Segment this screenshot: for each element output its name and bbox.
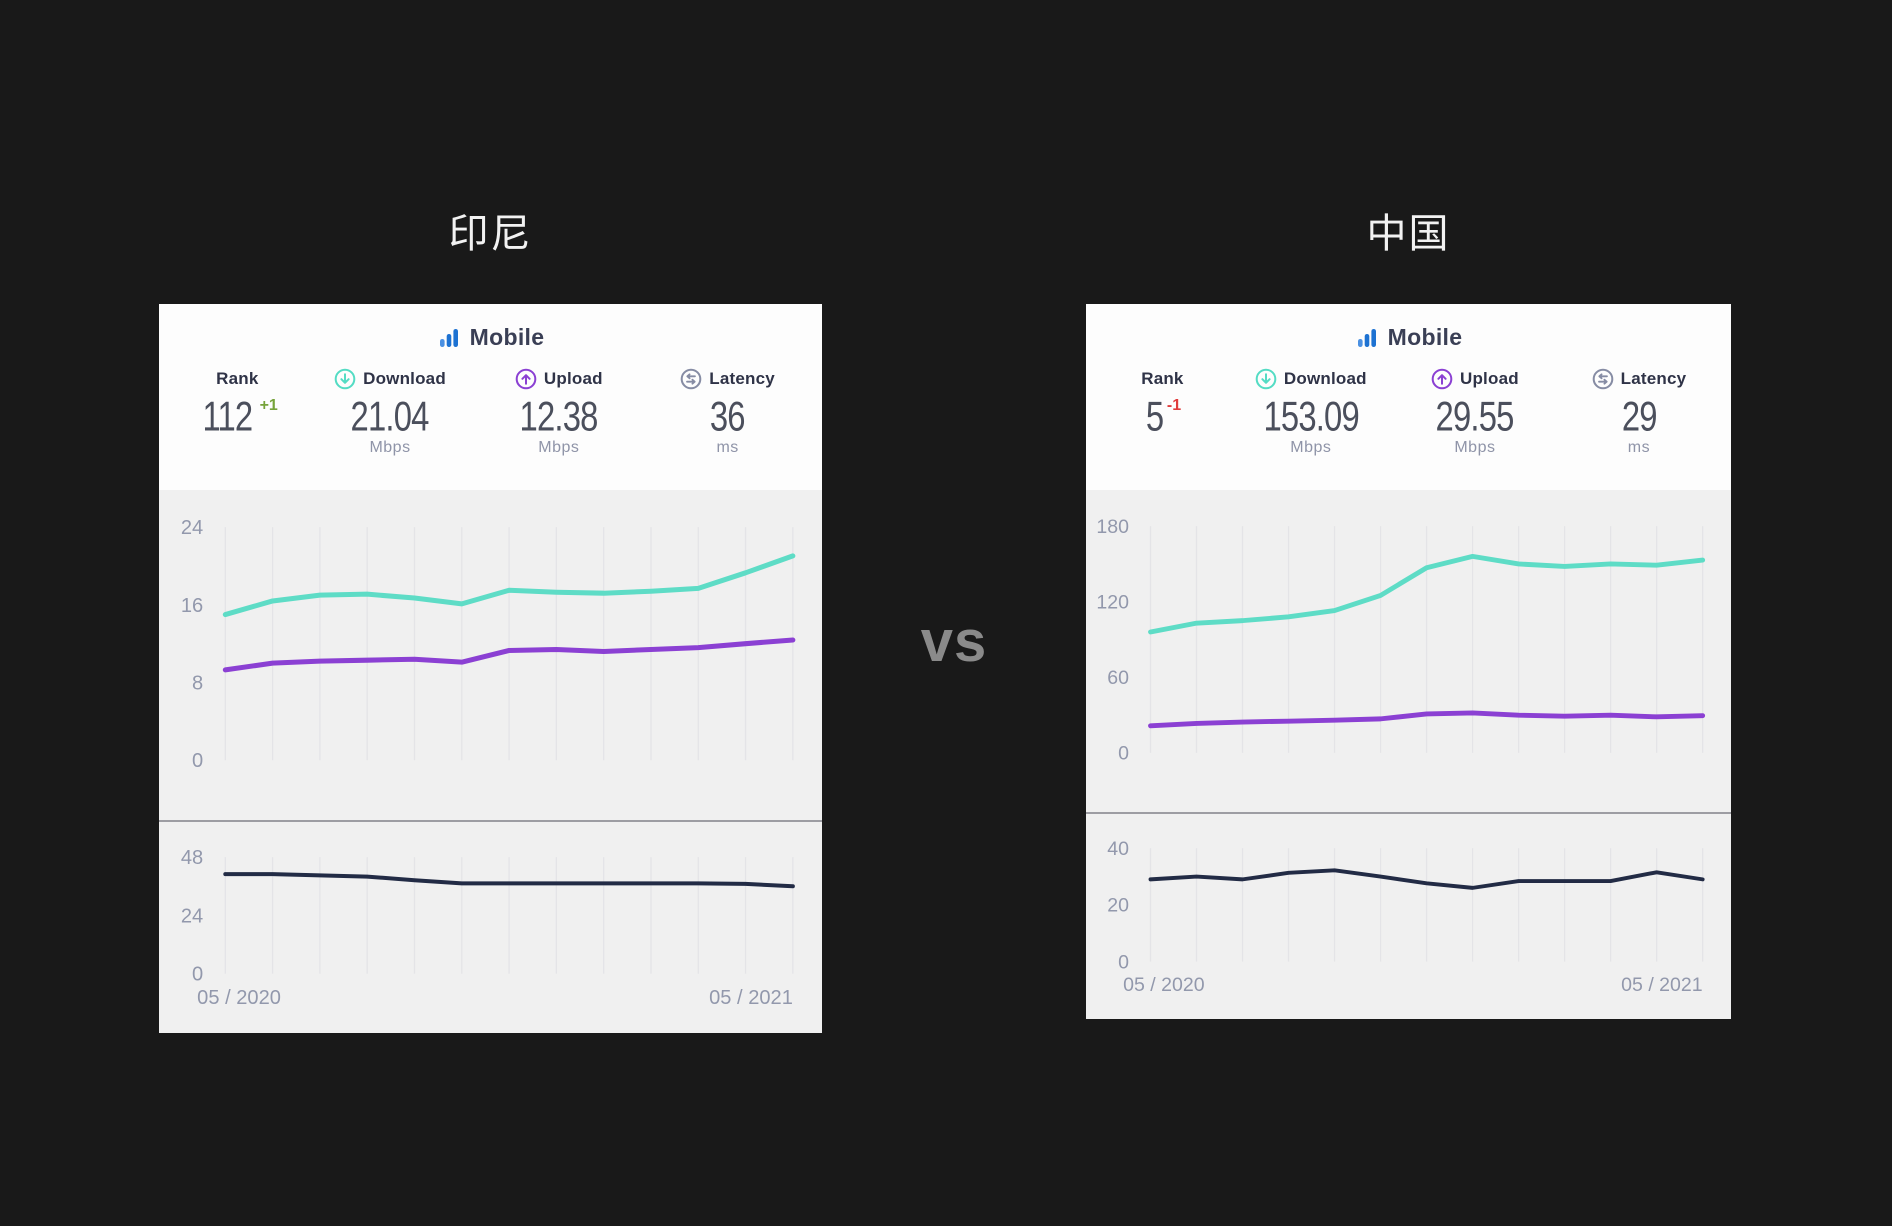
download-arrow-icon bbox=[334, 368, 356, 390]
download-unit: Mbps bbox=[369, 439, 411, 456]
upload-arrow-icon bbox=[1431, 368, 1453, 390]
country-title: 印尼 bbox=[448, 212, 533, 256]
rank-label: Rank bbox=[216, 369, 259, 388]
speed-history-chart: 0 8 16 24 bbox=[181, 517, 796, 772]
latency-unit: ms bbox=[1627, 439, 1651, 456]
card-header: Mobile bbox=[159, 304, 822, 351]
vs-label: vs bbox=[920, 609, 988, 674]
latency-swap-icon bbox=[1592, 368, 1613, 390]
latency-unit: ms bbox=[716, 439, 739, 456]
upload-label: Upload bbox=[1460, 369, 1519, 388]
svg-text:05 / 2020: 05 / 2020 bbox=[1123, 973, 1205, 995]
stat-upload: Upload 29.55 Mbps bbox=[1393, 367, 1557, 490]
upload-unit: Mbps bbox=[1454, 439, 1496, 456]
download-value: 21.04 bbox=[351, 394, 430, 440]
charts-section: 0 8 16 24 0 24 48 05 / 2020 05 / 2021 bbox=[159, 490, 822, 1034]
svg-text:24: 24 bbox=[181, 517, 203, 539]
stat-download: Download 21.04 Mbps bbox=[306, 367, 475, 490]
svg-text:0: 0 bbox=[192, 964, 203, 986]
svg-text:20: 20 bbox=[1107, 894, 1129, 916]
rank-label: Rank bbox=[1141, 369, 1184, 388]
latency-value: 29 bbox=[1621, 394, 1658, 440]
speedtest-card: Mobile Rank 112 +1 bbox=[159, 304, 822, 1034]
svg-text:60: 60 bbox=[1107, 667, 1129, 689]
mobile-label: Mobile bbox=[469, 324, 545, 350]
mobile-label: Mobile bbox=[1387, 324, 1463, 350]
svg-text:05 / 2020: 05 / 2020 bbox=[197, 987, 281, 1009]
upload-unit: Mbps bbox=[538, 439, 580, 456]
rank-value: 5 bbox=[1145, 394, 1164, 440]
charts-section: 0 60 120 180 0 20 40 05 / 2020 05 / 2021 bbox=[1086, 490, 1731, 1019]
stat-rank: Rank 5 -1 bbox=[1096, 367, 1229, 490]
rank-change-badge: -1 bbox=[1166, 397, 1182, 414]
speedtest-card: Mobile Rank 5 -1 bbox=[1086, 304, 1731, 1019]
upload-value: 29.55 bbox=[1435, 394, 1515, 440]
svg-text:8: 8 bbox=[192, 673, 203, 695]
country-panel-indonesia: 印尼 Mobile Rank 112 +1 bbox=[159, 210, 822, 1034]
download-arrow-icon bbox=[1255, 368, 1277, 390]
svg-text:0: 0 bbox=[192, 750, 203, 772]
upload-label: Upload bbox=[543, 369, 603, 388]
svg-text:180: 180 bbox=[1096, 516, 1129, 538]
download-unit: Mbps bbox=[1290, 439, 1332, 456]
upload-arrow-icon bbox=[515, 368, 537, 390]
rank-change-badge: +1 bbox=[259, 397, 278, 414]
download-value: 153.09 bbox=[1263, 394, 1359, 440]
latency-label: Latency bbox=[1620, 369, 1687, 388]
chart-divider bbox=[159, 820, 822, 823]
latency-history-chart: 0 24 48 05 / 2020 05 / 2021 bbox=[181, 848, 795, 1009]
svg-text:120: 120 bbox=[1096, 592, 1129, 614]
country-panel-china: 中国 Mobile Rank 5 -1 bbox=[1086, 210, 1731, 1019]
svg-text:48: 48 bbox=[181, 848, 203, 870]
stat-upload: Upload 12.38 Mbps bbox=[474, 367, 643, 490]
latency-history-chart: 0 20 40 05 / 2020 05 / 2021 bbox=[1107, 838, 1705, 995]
country-title: 中国 bbox=[1366, 212, 1451, 256]
stats-row: Rank 5 -1 Download 153.09 bbox=[1086, 351, 1731, 490]
latency-swap-icon bbox=[680, 368, 702, 390]
stat-latency: Latency 36 ms bbox=[643, 367, 812, 490]
download-label: Download bbox=[363, 369, 446, 388]
stat-latency: Latency 29 ms bbox=[1557, 367, 1721, 490]
svg-text:0: 0 bbox=[1118, 951, 1129, 973]
stat-download: Download 153.09 Mbps bbox=[1229, 367, 1393, 490]
mobile-bars-icon bbox=[1357, 328, 1376, 347]
svg-text:0: 0 bbox=[1118, 743, 1129, 765]
svg-text:16: 16 bbox=[181, 595, 203, 617]
card-header: Mobile bbox=[1086, 304, 1731, 351]
latency-label: Latency bbox=[709, 369, 775, 388]
stats-row: Rank 112 +1 Download 21.0 bbox=[159, 351, 822, 490]
svg-text:05 / 2021: 05 / 2021 bbox=[1621, 973, 1702, 995]
upload-value: 12.38 bbox=[519, 394, 599, 440]
mobile-bars-icon bbox=[439, 328, 458, 347]
rank-value: 112 bbox=[202, 394, 253, 440]
stat-rank: Rank 112 +1 bbox=[169, 367, 306, 490]
chart-divider bbox=[1086, 811, 1731, 814]
svg-text:40: 40 bbox=[1107, 838, 1129, 860]
svg-text:05 / 2021: 05 / 2021 bbox=[709, 987, 793, 1009]
svg-text:24: 24 bbox=[181, 906, 203, 928]
latency-value: 36 bbox=[710, 394, 746, 440]
download-label: Download bbox=[1283, 369, 1367, 388]
speed-history-chart: 0 60 120 180 bbox=[1096, 516, 1706, 765]
